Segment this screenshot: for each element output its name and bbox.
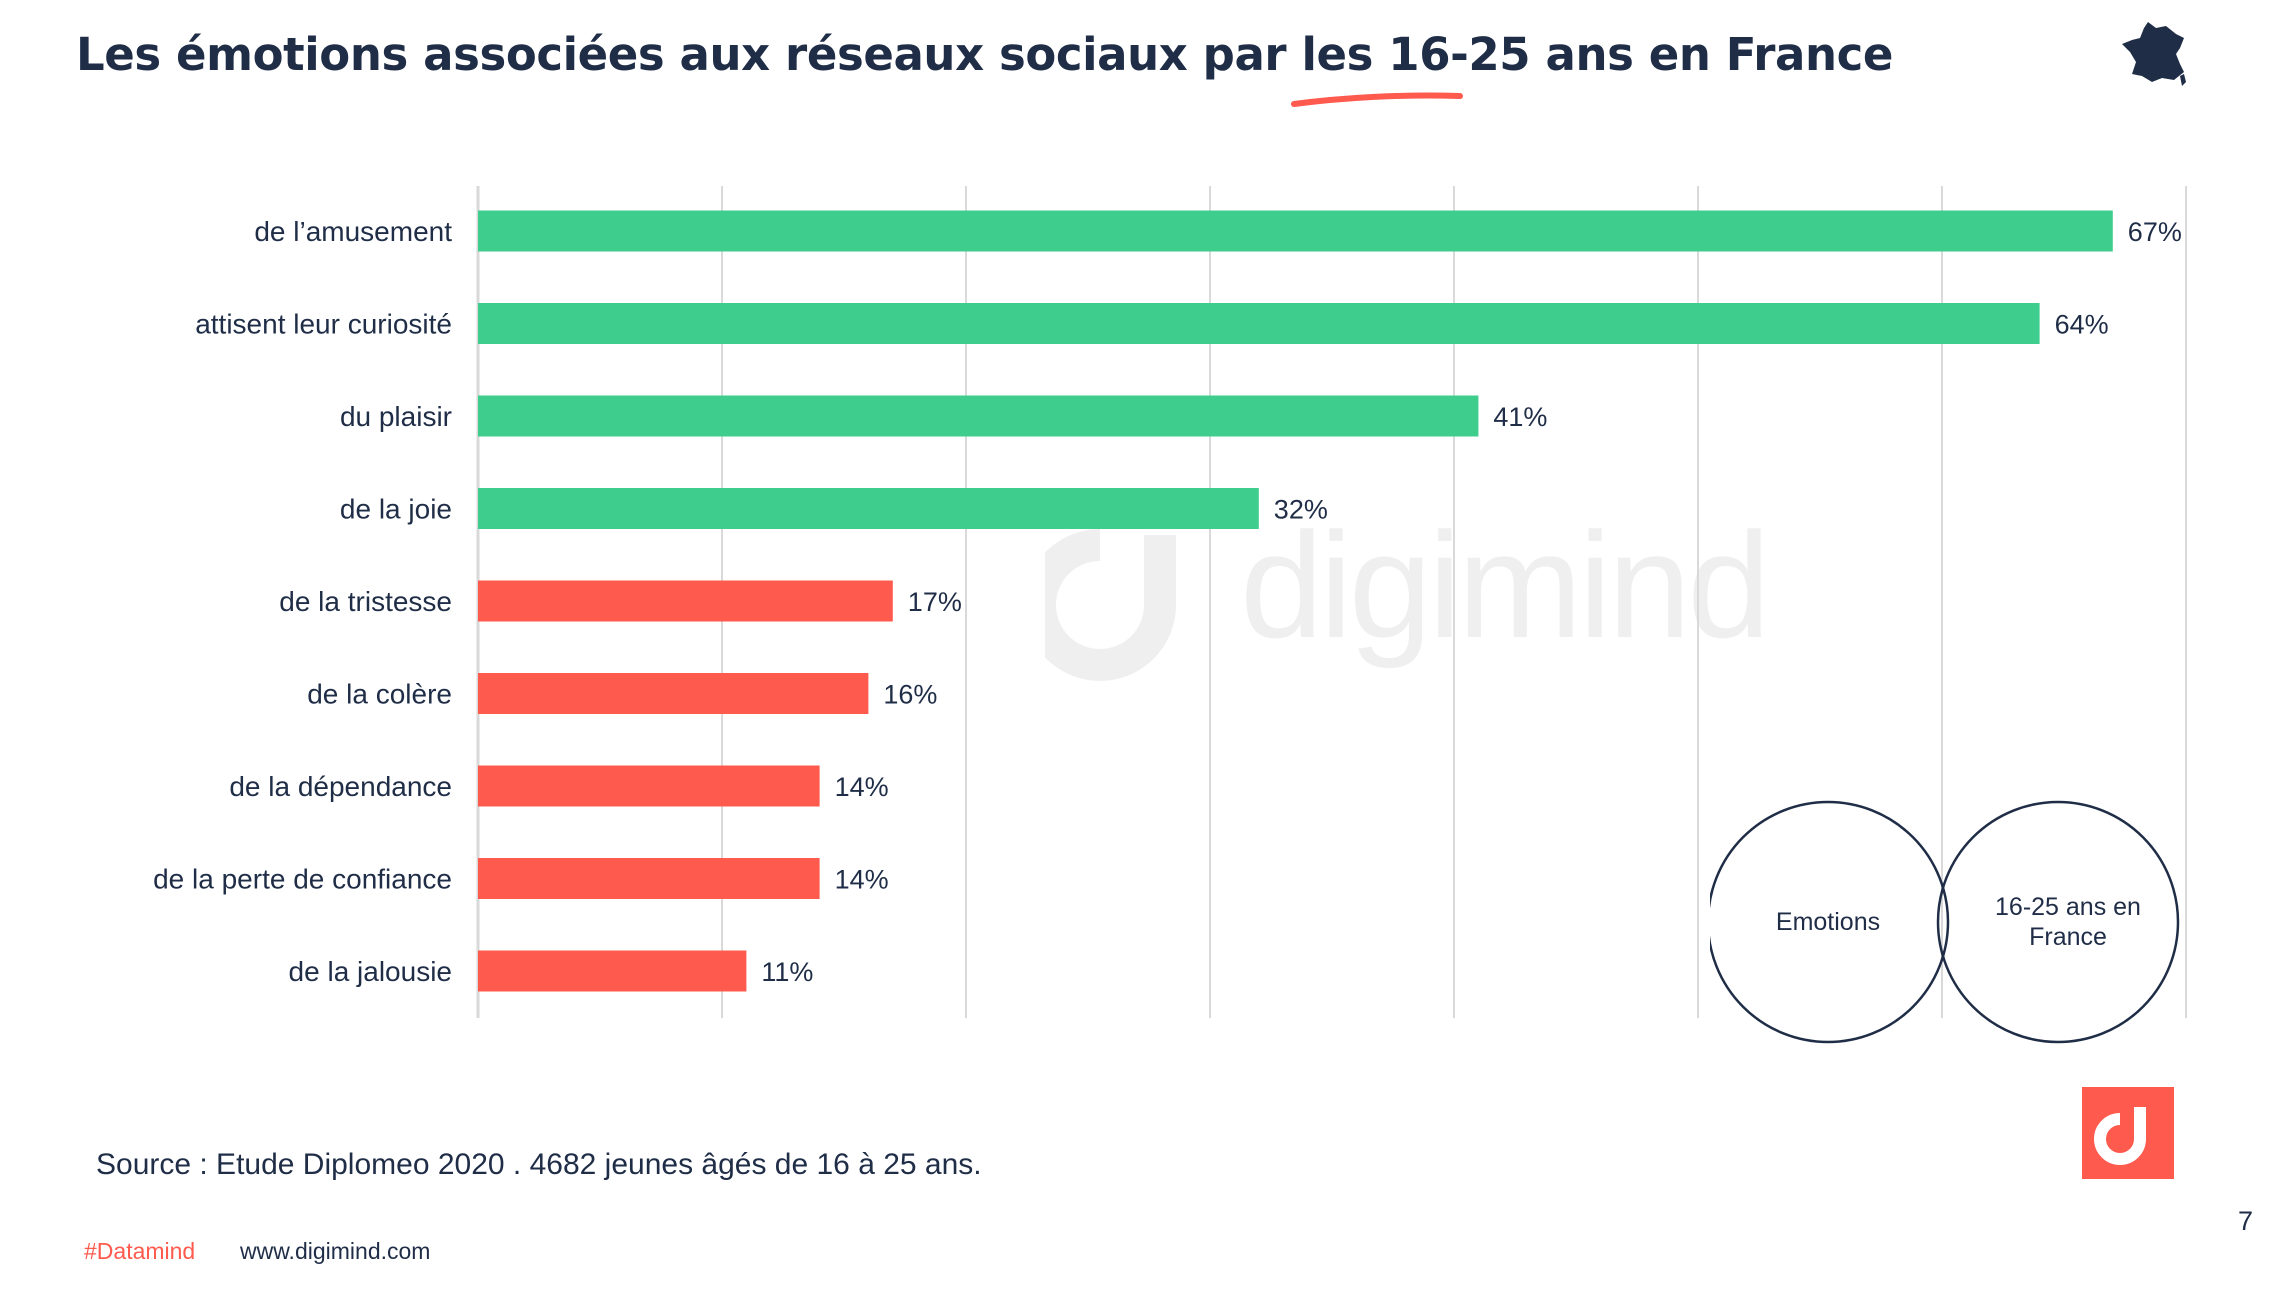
bar (478, 580, 893, 622)
france-map-icon (2122, 22, 2186, 86)
category-label: de la colère (307, 679, 452, 710)
category-label: attisent leur curiosité (195, 309, 452, 340)
value-label: 67% (2128, 217, 2182, 247)
bar (478, 210, 2113, 252)
watermark-text: digimind (1240, 501, 1771, 669)
title-underline (1291, 92, 1463, 107)
bar (478, 858, 820, 899)
category-label: de la tristesse (279, 586, 452, 617)
venn-circle-age-group (1936, 800, 2180, 1044)
value-label: 64% (2055, 310, 2109, 340)
source-note: Source : Etude Diplomeo 2020 . 4682 jeun… (96, 1148, 982, 1181)
watermark-logo-icon (1024, 529, 1176, 681)
venn-legend: Emotions 16-25 ans en France (1706, 800, 2180, 1045)
category-label: de la jalousie (289, 956, 452, 987)
value-label: 14% (835, 865, 889, 895)
value-label: 11% (761, 957, 813, 987)
bar (478, 950, 747, 992)
bar (478, 765, 820, 807)
digimind-logo-icon (2082, 1087, 2174, 1179)
category-label: de la perte de confiance (153, 864, 452, 895)
value-label: 17% (908, 587, 962, 617)
value-label: 14% (835, 772, 889, 802)
value-label: 16% (883, 680, 937, 710)
page-title: Les émotions associées aux réseaux socia… (76, 28, 1894, 81)
footer-hashtag[interactable]: #Datamind (84, 1238, 196, 1264)
footer-url[interactable]: www.digimind.com (240, 1238, 431, 1264)
bar (478, 395, 1479, 437)
category-label: de la dépendance (229, 771, 452, 802)
category-label: de la joie (340, 494, 452, 525)
digimind-watermark: digimind (1024, 501, 1805, 690)
venn-label-age-group: 16-25 ans en France (1995, 893, 2141, 951)
value-label: 41% (1493, 402, 1547, 432)
value-label: 32% (1274, 495, 1328, 525)
venn-label-emotions: Emotions (1775, 908, 1881, 936)
page-number: 7 (2238, 1206, 2254, 1236)
bar (478, 673, 869, 714)
bar-layer (478, 210, 2113, 992)
bar (478, 303, 2040, 344)
bar (478, 488, 1259, 529)
category-label: du plaisir (340, 401, 452, 432)
category-label: de l’amusement (254, 216, 452, 247)
label-layer: de l’amusement 67% attisent leur curiosité… (153, 216, 2182, 987)
